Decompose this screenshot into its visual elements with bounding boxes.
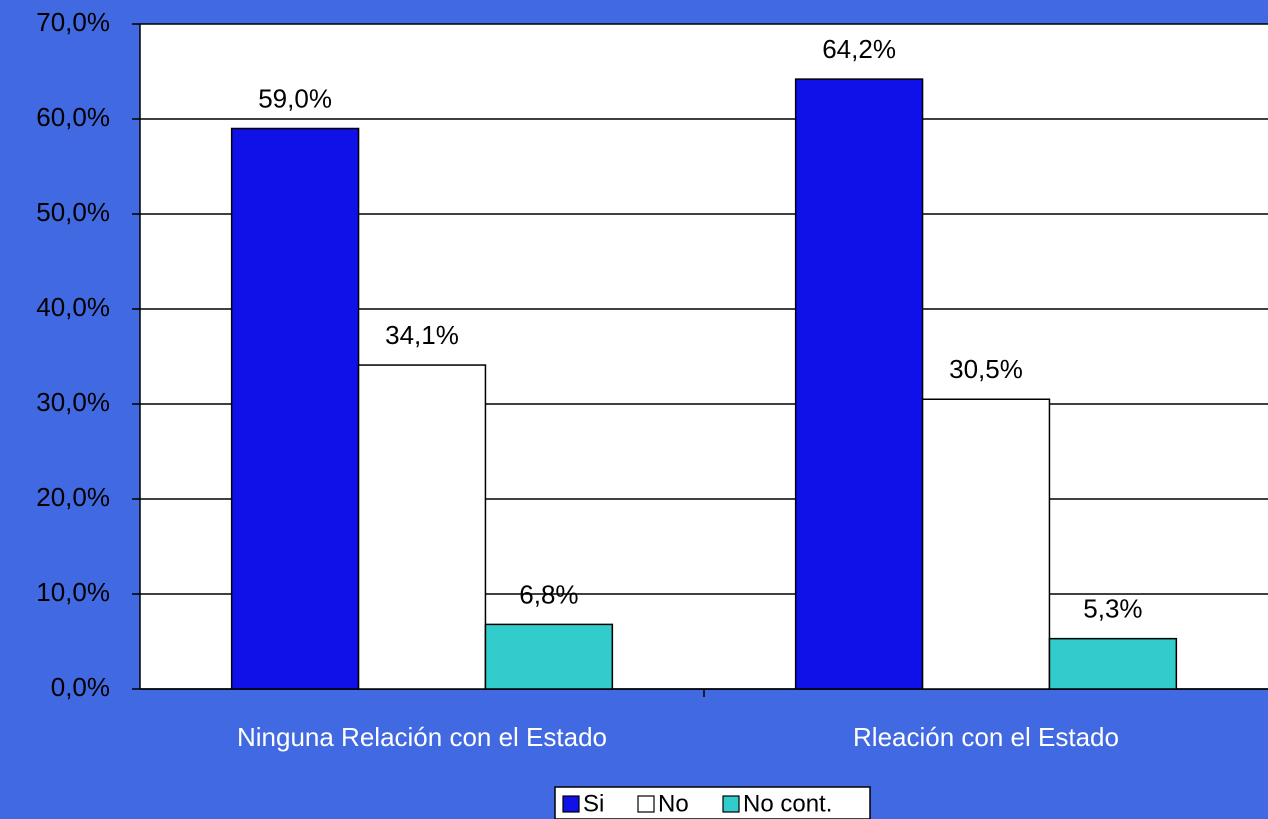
x-tick-label: Rleación con el Estado (853, 722, 1119, 752)
y-tick-label: 20,0% (36, 482, 110, 512)
legend-label: Si (583, 790, 604, 817)
y-tick-label: 10,0% (36, 577, 110, 607)
y-tick-label: 30,0% (36, 387, 110, 417)
data-label: 5,3% (1083, 594, 1142, 624)
y-tick-label: 50,0% (36, 197, 110, 227)
data-label: 64,2% (822, 34, 896, 64)
y-tick-label: 70,0% (36, 7, 110, 37)
legend-label: No (658, 790, 689, 817)
bar (484, 623, 614, 690)
bar (230, 127, 360, 690)
y-tick-label: 40,0% (36, 292, 110, 322)
data-label: 6,8% (519, 579, 578, 609)
data-label: 34,1% (385, 320, 459, 350)
y-tick-label: 0,0% (51, 672, 110, 702)
bar (921, 398, 1051, 690)
legend-swatch (722, 795, 740, 813)
legend-swatch (562, 795, 580, 813)
legend-swatch (637, 795, 655, 813)
bar (794, 78, 924, 690)
data-label: 59,0% (258, 83, 332, 113)
bar (357, 364, 487, 690)
x-tick-label: Ninguna Relación con el Estado (237, 722, 607, 752)
legend-box (554, 786, 871, 819)
bar (1048, 637, 1178, 690)
y-tick-label: 60,0% (36, 102, 110, 132)
data-label: 30,5% (949, 354, 1023, 384)
legend-label: No cont. (743, 790, 832, 817)
